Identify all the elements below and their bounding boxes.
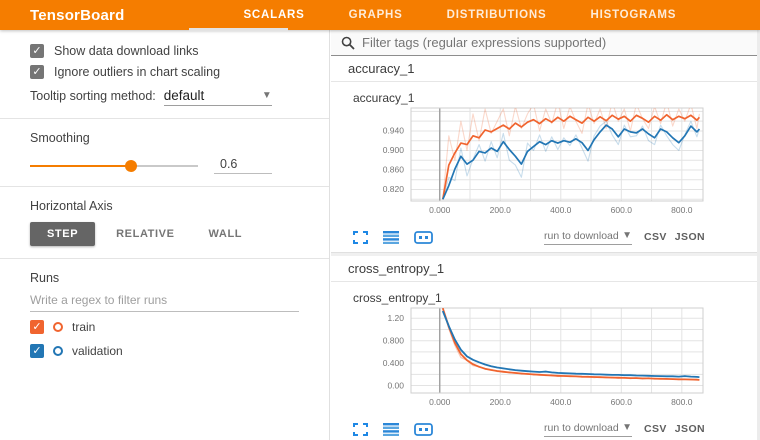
tag-filter-bar <box>331 30 760 56</box>
nav-tabs: SCALARS GRAPHS DISTRIBUTIONS HISTOGRAMS <box>221 0 698 30</box>
cross-entropy-line-chart[interactable]: 0.00 0.400 0.800 1.20 0.000 200.0 400.0 600.0 80… <box>353 307 705 411</box>
accuracy-chart-card: accuracy_1 0.820 0.860 0.900 0.940 0.000 200.… <box>331 82 760 253</box>
svg-text:600.0: 600.0 <box>611 397 633 407</box>
data-series-icon[interactable] <box>383 422 399 436</box>
svg-text:0.820: 0.820 <box>383 184 405 194</box>
tab-scalars[interactable]: SCALARS <box>243 9 305 21</box>
tooltip-sorting-value: default <box>163 88 205 103</box>
run-label: validation <box>72 344 123 358</box>
divider <box>331 253 760 256</box>
divider <box>0 118 329 119</box>
checkbox-checked-icon: ✓ <box>30 43 44 58</box>
checkbox-label: Show data download links <box>54 43 199 58</box>
tooltip-sorting-dropdown[interactable]: default ▼ <box>163 88 272 106</box>
app-header: TensorBoard SCALARS GRAPHS DISTRIBUTIONS… <box>0 0 760 30</box>
json-download-link[interactable]: JSON <box>674 231 705 243</box>
runs-filter-input[interactable] <box>30 289 299 312</box>
svg-text:600.0: 600.0 <box>611 205 633 215</box>
data-series-icon[interactable] <box>383 230 399 244</box>
main-scrollbar[interactable] <box>757 30 760 440</box>
svg-text:800.0: 800.0 <box>671 397 693 407</box>
chart-card-footer: run to download ▼ CSV JSON <box>353 226 705 248</box>
svg-text:0.000: 0.000 <box>429 397 451 407</box>
smoothing-control: 0.6 <box>30 157 299 174</box>
tab-distributions[interactable]: DISTRIBUTIONS <box>446 9 547 21</box>
chart-title: accuracy_1 <box>353 91 415 105</box>
horizontal-axis-label: Horizontal Axis <box>30 199 113 213</box>
slider-fill <box>30 164 131 167</box>
run-color-swatch <box>53 346 63 356</box>
fit-domain-icon[interactable] <box>414 422 433 436</box>
tag-section-accuracy[interactable]: accuracy_1 <box>331 56 760 82</box>
run-to-download-select[interactable]: run to download ▼ <box>544 422 632 437</box>
ignore-outliers-checkbox-row[interactable]: ✓ Ignore outliers in chart scaling <box>30 62 299 81</box>
svg-text:0.400: 0.400 <box>383 358 405 368</box>
svg-text:0.00: 0.00 <box>387 380 404 390</box>
svg-text:0.860: 0.860 <box>383 165 405 175</box>
run-checkbox-train[interactable]: ✓ <box>30 320 44 334</box>
run-checkbox-validation[interactable]: ✓ <box>30 344 44 358</box>
chart-card-footer: run to download ▼ CSV JSON <box>353 418 705 440</box>
cross-entropy-chart-card: cross_entropy_1 0.00 0.400 0.800 1.20 0.000 2… <box>331 282 760 440</box>
settings-sidebar: ✓ Show data download links ✓ Ignore outl… <box>0 30 330 440</box>
tooltip-sorting-label: Tooltip sorting method: <box>30 89 156 103</box>
run-color-swatch <box>53 322 63 332</box>
runs-label: Runs <box>30 271 60 285</box>
tag-filter-input[interactable] <box>362 35 760 50</box>
fullscreen-icon[interactable] <box>353 422 368 436</box>
axis-wall-button[interactable]: WALL <box>208 228 243 240</box>
csv-download-link[interactable]: CSV <box>644 423 667 435</box>
divider <box>0 186 329 187</box>
chart-actions <box>353 230 433 244</box>
run-to-download-select[interactable]: run to download ▼ <box>544 230 632 245</box>
svg-text:0.800: 0.800 <box>383 335 405 345</box>
tab-graphs[interactable]: GRAPHS <box>348 9 403 21</box>
fullscreen-icon[interactable] <box>353 230 368 244</box>
scalars-dashboard: accuracy_1 accuracy_1 0.820 0.860 0.900 0.9… <box>331 30 760 440</box>
chevron-down-icon: ▼ <box>622 422 632 433</box>
fit-domain-icon[interactable] <box>414 230 433 244</box>
chart-title: cross_entropy_1 <box>353 291 442 305</box>
chevron-down-icon: ▼ <box>622 230 632 241</box>
chart-actions <box>353 422 433 436</box>
checkbox-checked-icon: ✓ <box>30 64 44 79</box>
tooltip-sorting-row: Tooltip sorting method: default ▼ <box>30 88 299 106</box>
smoothing-value-field[interactable]: 0.6 <box>214 157 272 174</box>
show-download-links-checkbox-row[interactable]: ✓ Show data download links <box>30 41 299 60</box>
svg-text:400.0: 400.0 <box>550 397 572 407</box>
run-item-validation[interactable]: ✓ validation <box>30 342 299 360</box>
svg-text:200.0: 200.0 <box>490 397 512 407</box>
download-controls: run to download ▼ CSV JSON <box>544 230 705 245</box>
chevron-down-icon: ▼ <box>261 90 272 101</box>
checkbox-label: Ignore outliers in chart scaling <box>54 64 221 79</box>
tag-section-cross-entropy[interactable]: cross_entropy_1 <box>331 256 760 282</box>
axis-relative-button[interactable]: RELATIVE <box>116 228 175 240</box>
smoothing-label: Smoothing <box>30 131 90 145</box>
smoothing-slider[interactable] <box>30 159 198 173</box>
active-tab-indicator <box>189 28 288 31</box>
download-controls: run to download ▼ CSV JSON <box>544 422 705 437</box>
run-label: train <box>72 320 96 334</box>
svg-text:0.900: 0.900 <box>383 145 405 155</box>
horizontal-axis-toggle: STEP RELATIVE WALL <box>30 222 299 246</box>
tab-histograms[interactable]: HISTOGRAMS <box>590 9 677 21</box>
svg-text:200.0: 200.0 <box>490 205 512 215</box>
app-title: TensorBoard <box>30 6 125 24</box>
json-download-link[interactable]: JSON <box>674 423 705 435</box>
axis-step-button[interactable]: STEP <box>30 222 96 246</box>
csv-download-link[interactable]: CSV <box>644 231 667 243</box>
svg-text:800.0: 800.0 <box>671 205 693 215</box>
search-icon <box>341 36 355 50</box>
svg-text:0.940: 0.940 <box>383 126 405 136</box>
svg-text:0.000: 0.000 <box>429 205 451 215</box>
divider <box>0 258 329 259</box>
run-item-train[interactable]: ✓ train <box>30 318 299 336</box>
svg-text:1.20: 1.20 <box>387 313 404 323</box>
accuracy-line-chart[interactable]: 0.820 0.860 0.900 0.940 0.000 200.0 400.0 600.0… <box>353 107 705 219</box>
slider-handle[interactable] <box>124 159 137 172</box>
svg-text:400.0: 400.0 <box>550 205 572 215</box>
